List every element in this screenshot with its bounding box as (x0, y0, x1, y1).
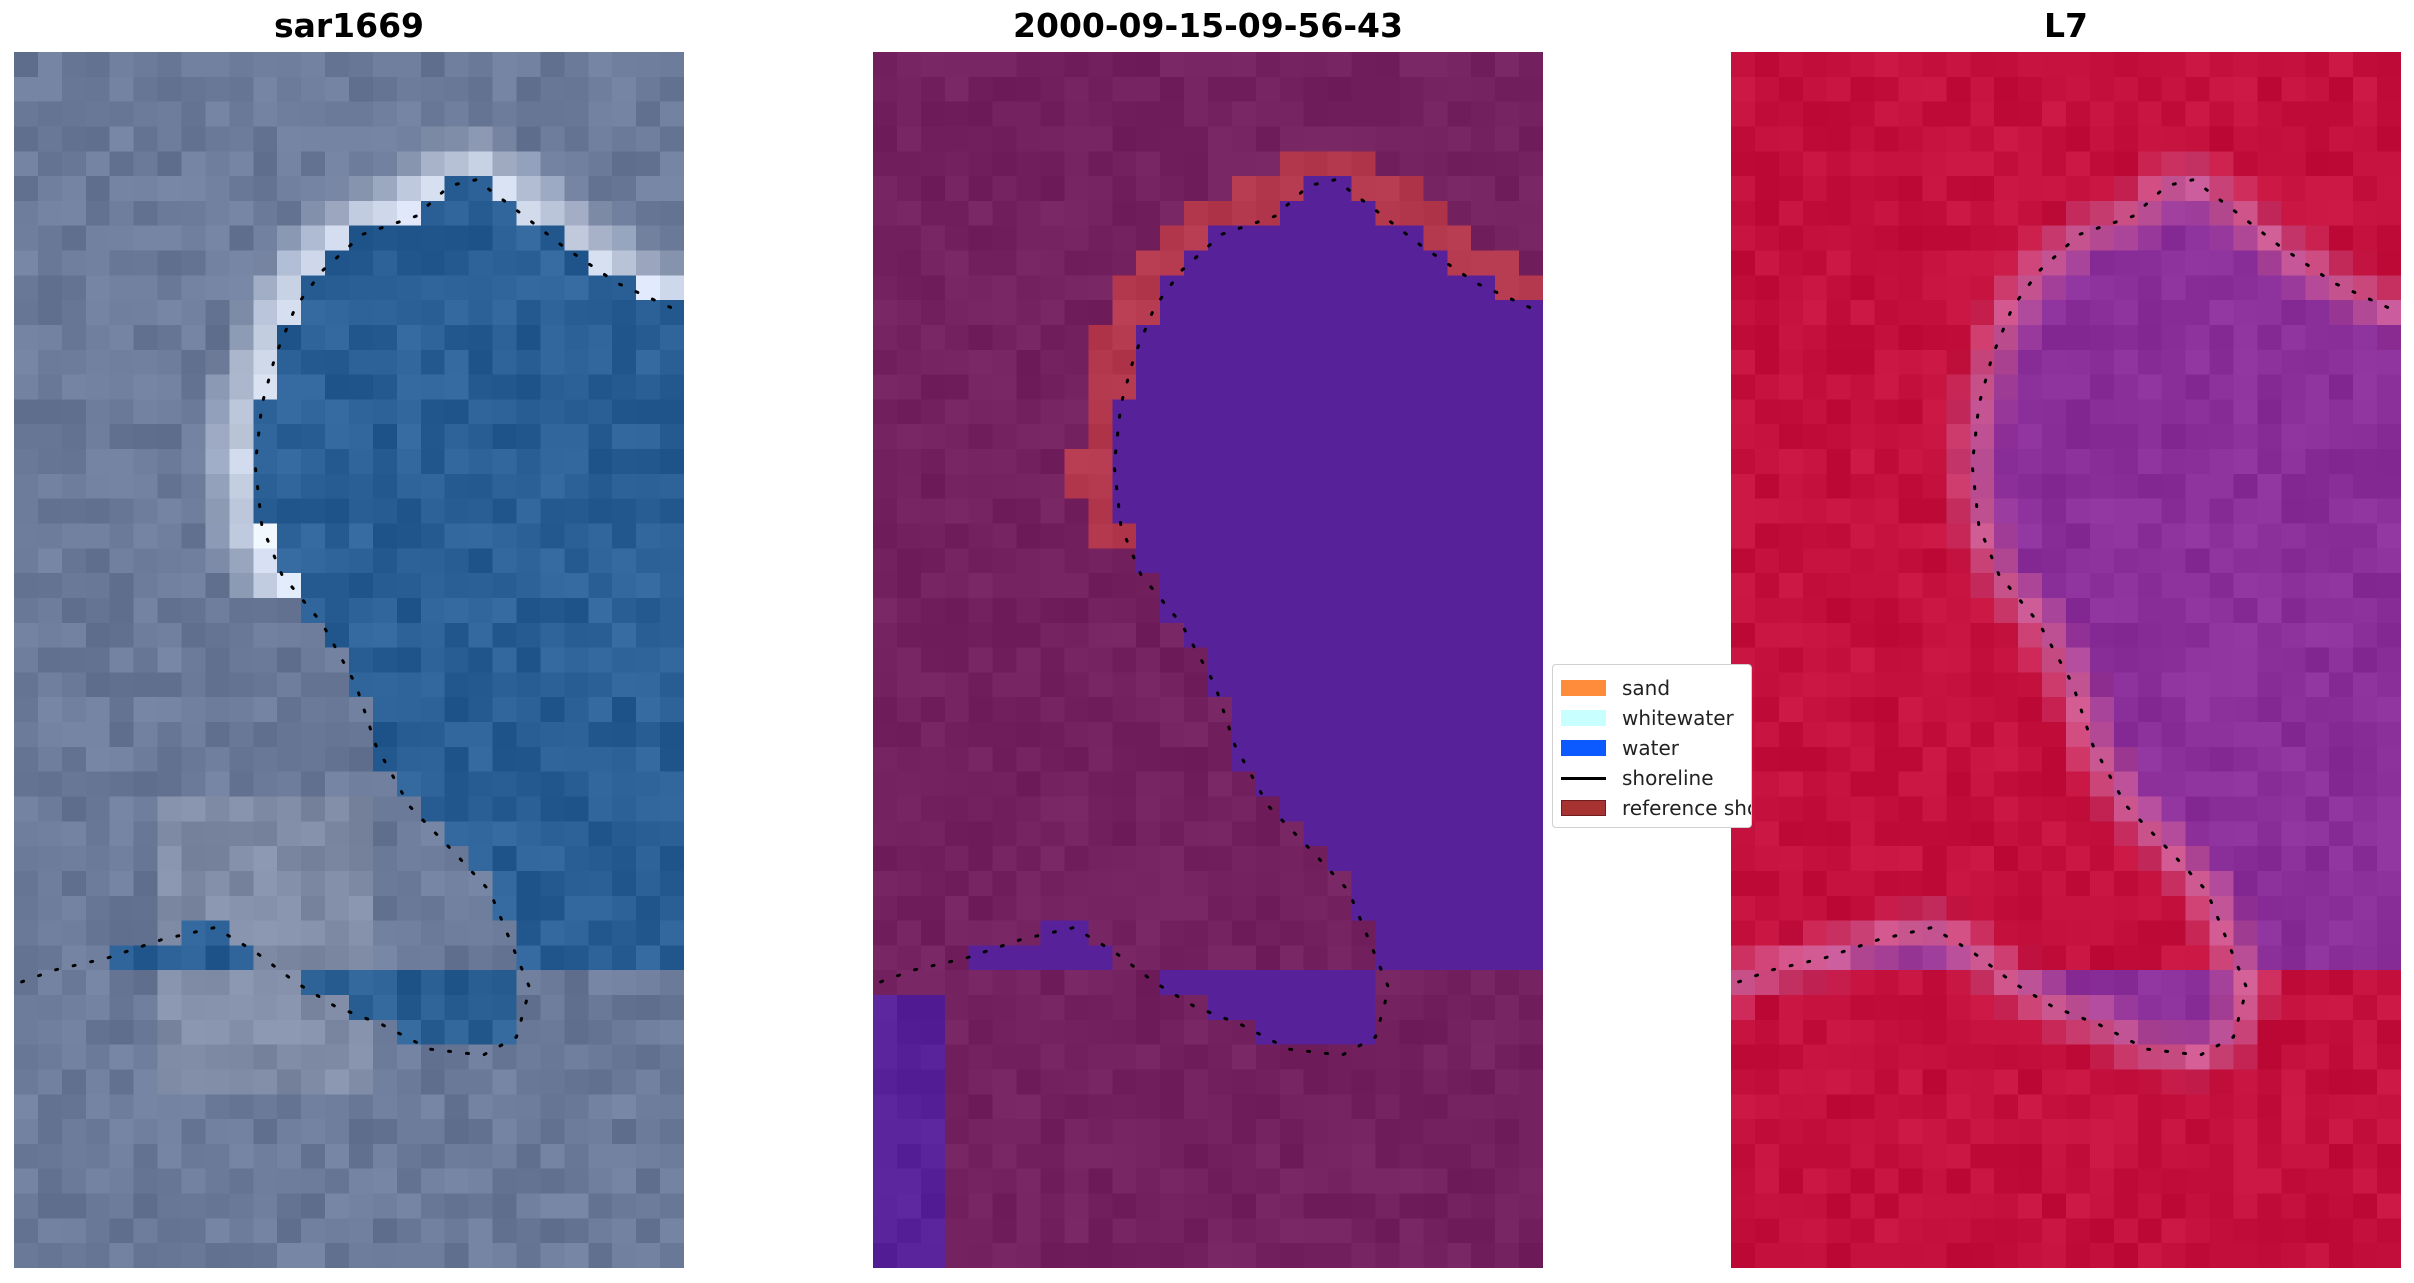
shoreline-line-swatch (1561, 776, 1606, 780)
legend-item-water: water (1561, 736, 1679, 760)
classified-image (873, 52, 1543, 1268)
legend-label-whitewater: whitewater (1622, 706, 1734, 730)
whitewater-swatch (1561, 710, 1606, 726)
legend-label-sand: sand (1622, 676, 1671, 700)
water-index-image (1731, 52, 2401, 1268)
panel-title-classified: 2000-09-15-09-56-43 (1013, 6, 1403, 45)
classified-image-panel (873, 52, 1543, 1268)
shoreline-overlay (1736, 178, 2390, 1057)
legend-label-water: water (1622, 736, 1679, 760)
rgb-satellite-image (14, 52, 684, 1268)
shoreline-overlay (19, 178, 673, 1057)
legend-label-reference-shoreline: reference shoreline buffer (1622, 796, 1751, 820)
panel-title-rgb: sar1669 (273, 6, 425, 45)
legend-label-shoreline: shoreline (1622, 766, 1714, 790)
legend: sand whitewater water shoreline referenc… (1552, 664, 1752, 828)
shoreline-overlay (878, 178, 1532, 1057)
legend-item-whitewater: whitewater (1561, 706, 1734, 730)
legend-item-sand: sand (1561, 676, 1671, 700)
legend-item-shoreline: shoreline (1561, 766, 1714, 790)
water-swatch (1561, 740, 1606, 756)
index-image-panel (1731, 52, 2401, 1268)
panel-title-index: L7 (2044, 6, 2088, 45)
sand-swatch (1561, 680, 1606, 696)
reference-shoreline-swatch (1561, 800, 1606, 816)
legend-item-reference-shoreline: reference shoreline buffer (1561, 796, 1751, 820)
rgb-image-panel (14, 52, 684, 1268)
